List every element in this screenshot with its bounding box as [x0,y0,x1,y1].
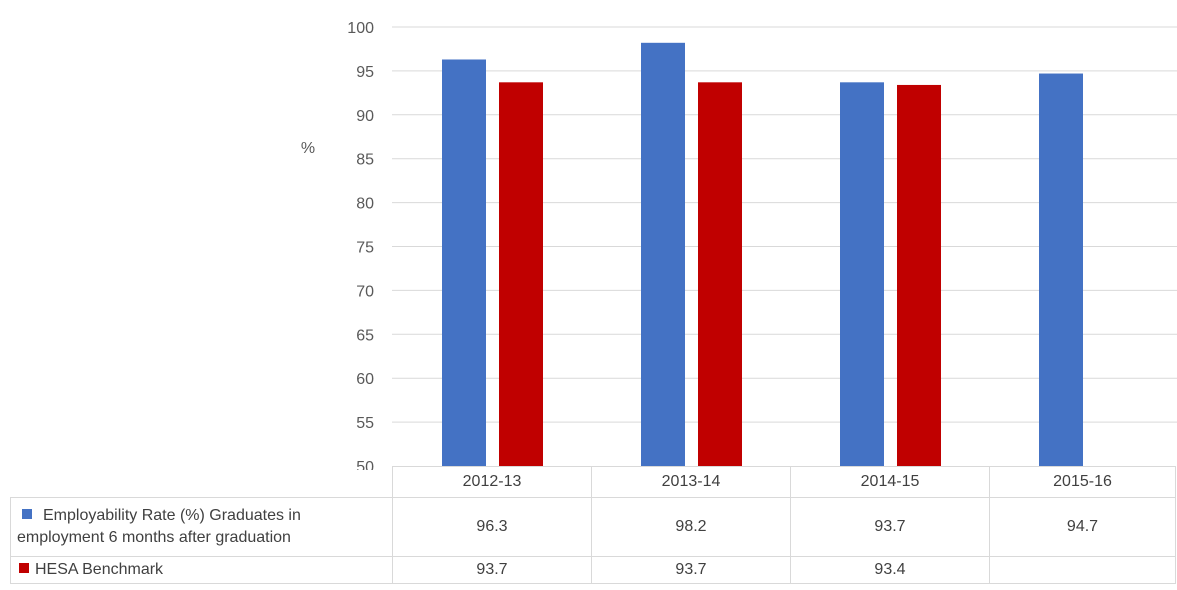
y-tick-label: 95 [356,64,374,81]
legend-entry-hesa: HESA Benchmark [10,556,393,584]
bars [442,42,1083,467]
table-corner [10,466,393,498]
bar-employability-2012-13 [442,59,486,467]
series-name-line: Employability Rate (%) Graduates in [43,507,301,524]
data-table: 2012-13 2013-14 2014-15 2015-16 Employab… [10,466,1176,584]
y-tick-label: 70 [356,283,374,300]
bar-chart: 50 55 60 65 70 75 80 85 90 95 100 % [301,20,1177,470]
y-tick-label: 75 [356,240,374,257]
y-tick-label: 80 [356,196,374,213]
category-label: 2012-13 [392,466,592,498]
category-label: 2013-14 [591,466,791,498]
legend-entry-employability: Employability Rate (%) Graduates in empl… [10,497,393,557]
legend-key-blue-square [22,509,32,519]
y-tick-label: 55 [356,415,374,432]
bar-hesa-2012-13 [499,82,543,467]
y-tick-label: 85 [356,152,374,169]
category-label: 2015-16 [989,466,1176,498]
table-row-employability: Employability Rate (%) Graduates in empl… [10,497,1176,557]
y-tick-label: 50 [356,459,374,470]
data-value: 93.7 [591,556,791,584]
data-value: 93.4 [790,556,990,584]
data-value: 93.7 [790,497,990,557]
series-name: HESA Benchmark [35,561,164,578]
table-header-row: 2012-13 2013-14 2014-15 2015-16 [10,466,1176,498]
y-tick-label: 100 [347,20,374,37]
bar-employability-2014-15 [840,82,884,467]
data-value: 98.2 [591,497,791,557]
bar-employability-2013-14 [641,42,685,466]
y-tick-label: 60 [356,371,374,388]
y-tick-label: 65 [356,327,374,344]
data-value: 94.7 [989,497,1176,557]
data-value [989,556,1176,584]
y-tick-label: 90 [356,108,374,125]
data-value: 96.3 [392,497,592,557]
legend-key-red-square [19,563,29,573]
data-value: 93.7 [392,556,592,584]
y-axis-ticks: 50 55 60 65 70 75 80 85 90 95 100 [347,20,374,470]
series-name-line: employment 6 months after graduation [17,529,291,546]
bar-employability-2015-16 [1039,73,1083,466]
table-row-hesa: HESA Benchmark 93.7 93.7 93.4 [10,556,1176,584]
category-label: 2014-15 [790,466,990,498]
bar-hesa-2014-15 [897,84,941,466]
y-axis-label: % [301,140,315,157]
bar-hesa-2013-14 [698,82,742,467]
